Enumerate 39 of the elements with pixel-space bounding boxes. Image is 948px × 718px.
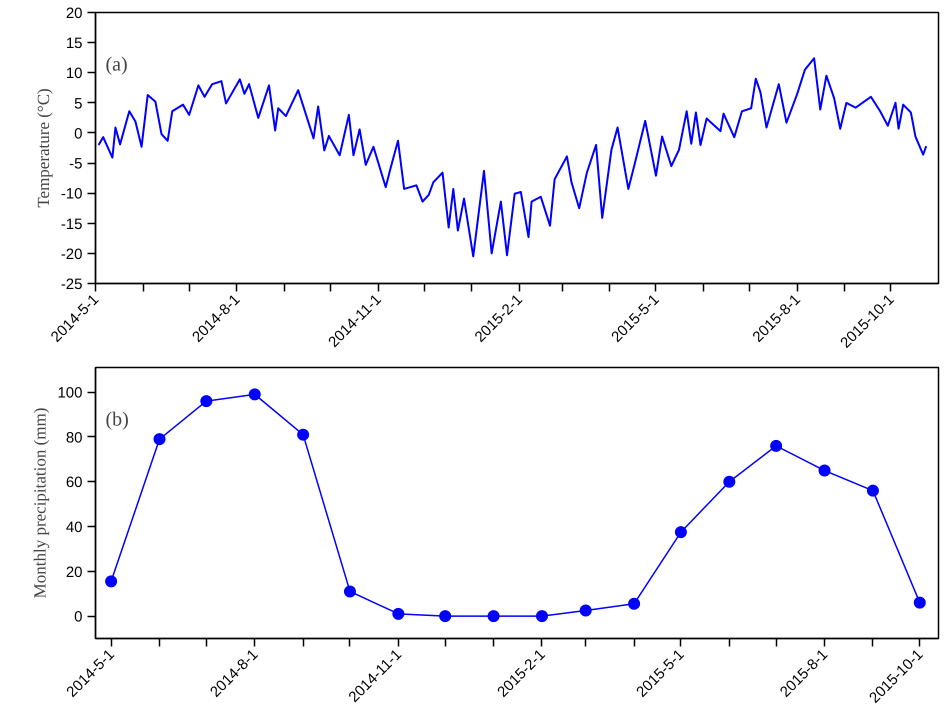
y-tick-label: 100 [57,384,83,402]
y-axis-title: Monthly precipitation (mm) [30,408,50,598]
point [248,388,261,400]
point [628,598,640,610]
y-tick-label: -15 [60,216,83,233]
point [439,610,452,622]
point [770,440,782,452]
y-tick-label: 40 [66,519,83,536]
y-axis-title: Temperature (°C) [34,88,53,208]
point [674,526,687,538]
y-tick-label: -10 [60,186,83,203]
point [344,585,356,598]
point [154,433,166,446]
y-tick-label: 5 [74,95,82,112]
y-tick-label: 10 [66,65,83,82]
y-tick-label: 0 [74,608,82,626]
y-tick-label: 15 [66,35,83,52]
y-tick-label: 80 [66,429,83,446]
point [580,604,592,616]
point [536,610,548,622]
annotation: (b) [106,408,129,430]
line-series [98,57,928,258]
point [200,395,212,408]
point [723,476,736,488]
point [297,428,310,441]
y-tick-label: 20 [66,5,83,22]
point [818,464,831,477]
point [866,484,879,497]
y-tick-label: 60 [66,474,83,492]
point [914,596,926,609]
y-tick-label: -20 [60,246,83,263]
y-tick-label: 20 [66,564,83,581]
point [105,575,118,588]
y-tick-label: -5 [69,156,83,173]
annotation: (a) [106,54,128,76]
point [488,610,500,622]
point [392,608,404,620]
y-tick-label: -25 [60,276,83,293]
y-tick-label: 0 [74,125,82,142]
